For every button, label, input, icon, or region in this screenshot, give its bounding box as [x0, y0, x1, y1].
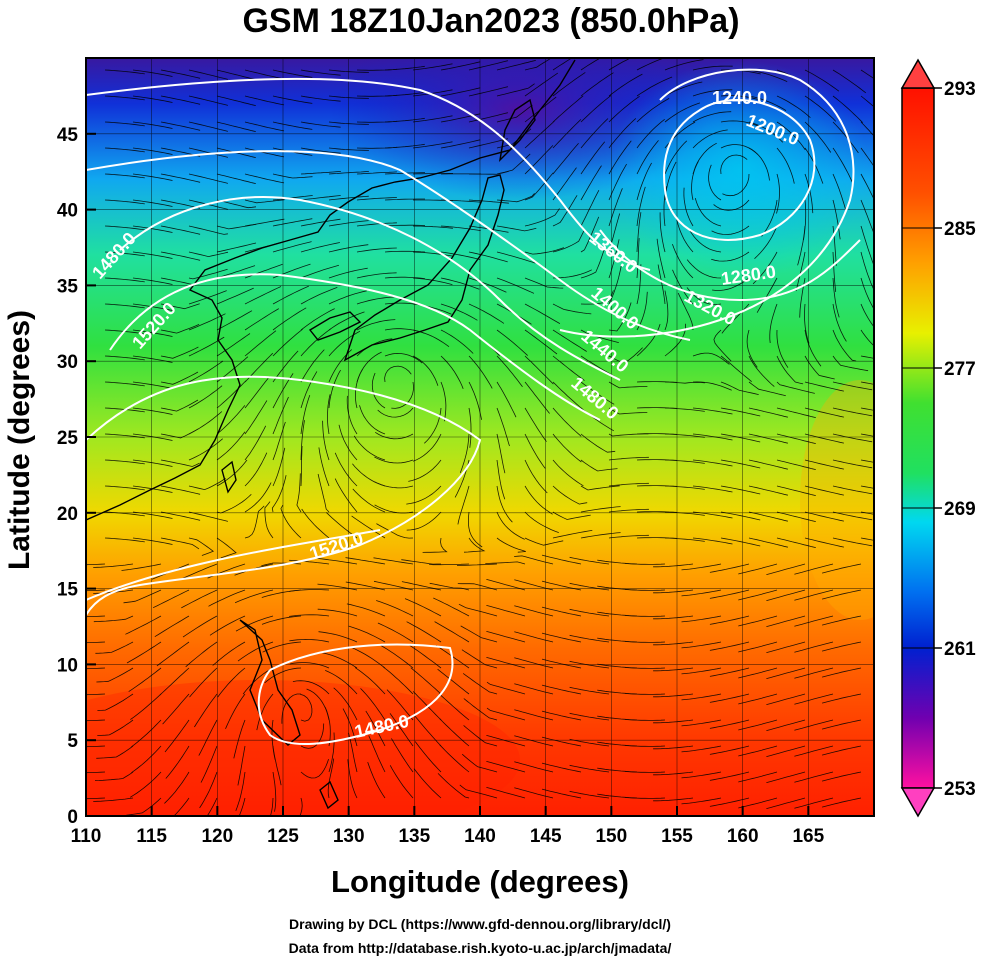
- x-tick-label: 165: [792, 826, 824, 847]
- y-tick-label: 30: [57, 352, 78, 373]
- y-tick-label: 45: [57, 125, 79, 146]
- y-tick-label: 40: [57, 201, 78, 222]
- x-tick-label: 145: [530, 826, 562, 847]
- y-tick-label: 35: [57, 276, 79, 297]
- y-tick-label: 10: [57, 655, 78, 676]
- x-tick-label: 150: [595, 826, 627, 847]
- x-tick-label: 155: [661, 826, 693, 847]
- wind-streamlines: [86, 58, 874, 816]
- colorbar-label: 277: [944, 359, 976, 380]
- x-tick-label: 160: [727, 826, 759, 847]
- colorbar-max-arrow: [900, 58, 936, 89]
- x-axis: 110 115 120 125 130 135 140 145 150 155 160 165: [71, 806, 825, 847]
- credit-data: Data from http://database.rish.kyoto-u.a…: [288, 940, 672, 956]
- y-axis: 0 5 10 15 20 25 30 35 40 45: [57, 125, 96, 828]
- y-tick-label: 25: [57, 428, 79, 449]
- colorbar-label: 253: [944, 779, 976, 800]
- y-tick-label: 5: [67, 731, 78, 752]
- x-axis-label: Longitude (degrees): [331, 864, 629, 899]
- y-tick-label: 0: [67, 807, 78, 828]
- colorbar-strip: [901, 87, 935, 789]
- x-tick-label: 140: [464, 826, 496, 847]
- colorbar-min-arrow: [900, 787, 936, 818]
- colorbar: 293 285 277 269 261 253: [900, 58, 976, 818]
- x-tick-label: 135: [398, 826, 430, 847]
- colorbar-label: 269: [944, 499, 976, 520]
- x-tick-label: 120: [201, 826, 233, 847]
- geopotential-contours: [86, 68, 861, 745]
- map-title: GSM 18Z10Jan2023 (850.0hPa): [242, 2, 740, 40]
- colorbar-label: 285: [944, 219, 976, 240]
- colorbar-label: 293: [944, 79, 976, 100]
- y-axis-label: Latitude (degrees): [3, 309, 36, 571]
- coastlines: [86, 59, 576, 810]
- x-tick-label: 110: [71, 826, 102, 847]
- x-tick-label: 115: [136, 826, 167, 847]
- x-tick-label: 125: [267, 826, 299, 847]
- colorbar-label: 261: [944, 639, 976, 660]
- x-tick-label: 130: [333, 826, 365, 847]
- credit-drawing: Drawing by DCL (https://www.gfd-dennou.o…: [289, 916, 671, 932]
- y-tick-label: 20: [57, 504, 78, 525]
- y-tick-label: 15: [57, 580, 79, 601]
- contour-label: 1240.0: [712, 88, 767, 108]
